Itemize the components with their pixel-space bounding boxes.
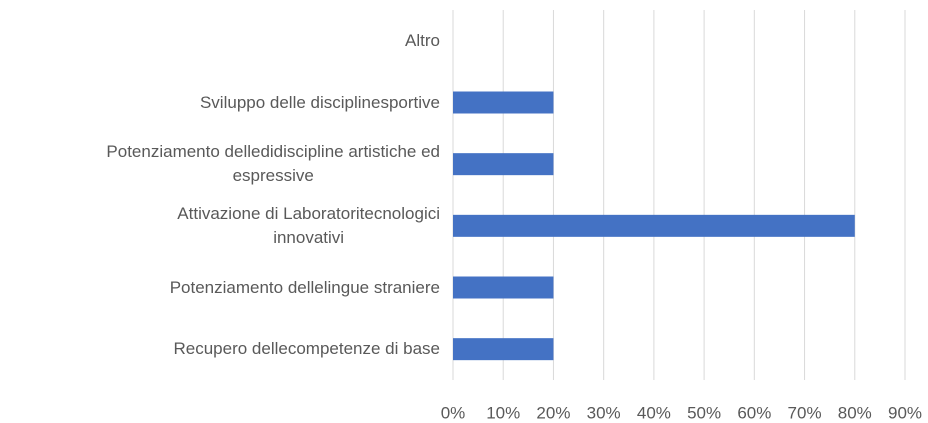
x-tick-label: 90% <box>888 403 922 422</box>
bar <box>453 214 855 237</box>
x-tick-label: 30% <box>587 403 621 422</box>
bar <box>453 153 554 176</box>
y-tick-label: Attivazione di Laboratoritecnologici inn… <box>177 203 440 247</box>
bar <box>453 91 554 114</box>
x-tick-label: 10% <box>486 403 520 422</box>
x-tick-label: 60% <box>737 403 771 422</box>
x-tick-label: 0% <box>441 403 466 422</box>
x-tick-label: 40% <box>637 403 671 422</box>
y-tick-label: Potenziamento delledidiscipline artistic… <box>106 142 440 186</box>
x-tick-label: 70% <box>788 403 822 422</box>
y-tick-label: Sviluppo delle disciplinesportive <box>199 92 440 112</box>
bar <box>453 338 554 361</box>
x-tick-label: 50% <box>687 403 721 422</box>
y-tick-label: Altro <box>405 30 440 50</box>
x-tick-label: 20% <box>536 403 570 422</box>
x-tick-label: 80% <box>838 403 872 422</box>
y-tick-label: Potenziamento dellelingue straniere <box>169 277 440 297</box>
y-tick-label: Recupero dellecompetenze di base <box>173 339 440 359</box>
bar <box>453 276 554 299</box>
